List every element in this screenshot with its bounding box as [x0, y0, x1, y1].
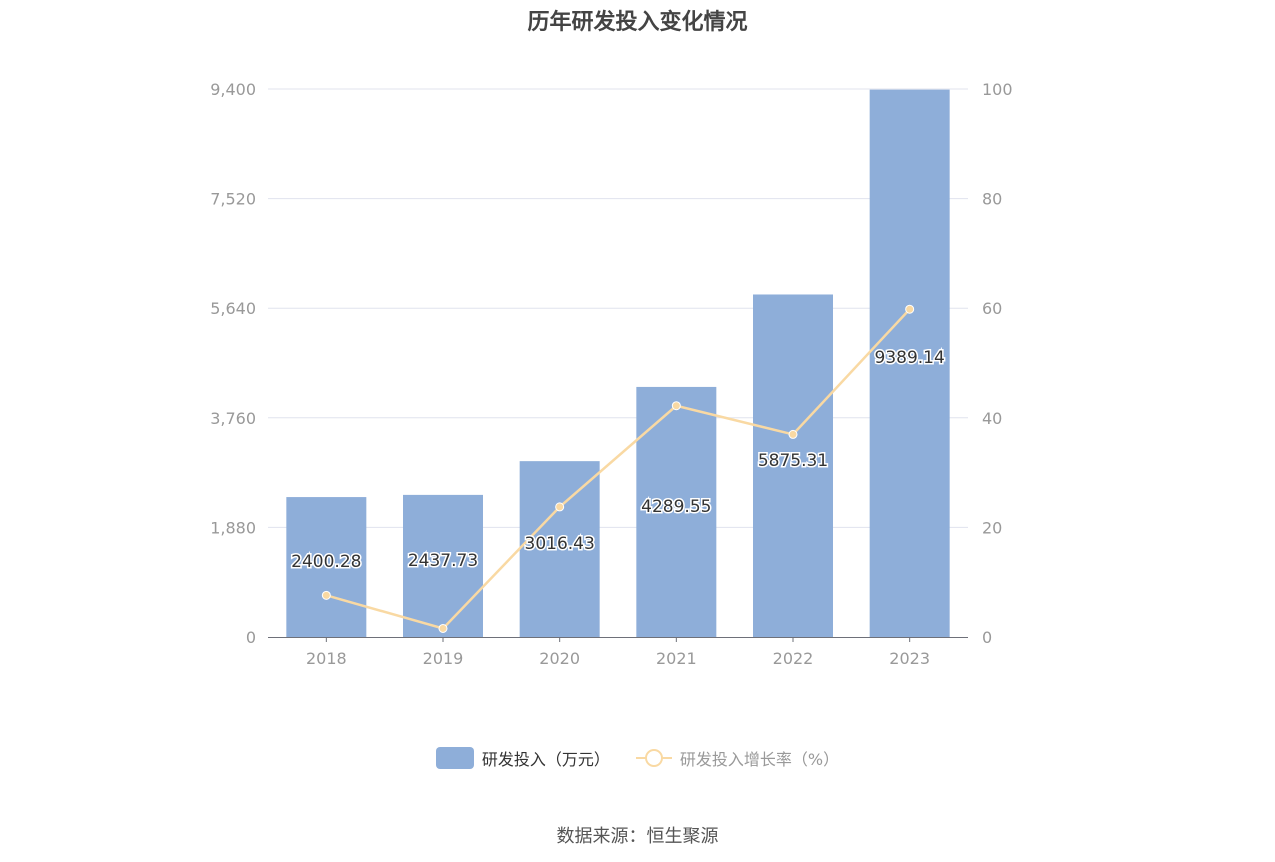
- left-y-tick-label: 7,520: [210, 190, 256, 209]
- legend-item-bar[interactable]: 研发投入（万元）: [435, 746, 610, 770]
- left-y-tick-label: 1,880: [210, 518, 256, 537]
- chart-title: 历年研发投入变化情况: [527, 10, 748, 35]
- x-tick-label: 2020: [539, 649, 580, 668]
- right-y-axis: 0 20 40 60 80 100: [982, 80, 1013, 647]
- x-tick-label: 2022: [773, 649, 814, 668]
- bar-value-label: 5875.31: [758, 451, 828, 471]
- growth-point: [905, 304, 915, 314]
- bar-value-label: 2400.28: [291, 552, 361, 572]
- bar-value-label: 3016.43: [525, 534, 595, 554]
- legend-bar-label: 研发投入（万元）: [481, 750, 610, 769]
- legend: 研发投入（万元） 研发投入增长率（%）: [0, 746, 1275, 770]
- x-tick-label: 2021: [656, 649, 697, 668]
- source-note: 数据来源：恒生聚源: [556, 826, 719, 847]
- growth-point: [555, 502, 565, 512]
- right-y-tick-label: 60: [982, 299, 1002, 318]
- legend-bar-swatch: [435, 747, 474, 769]
- legend-item-line[interactable]: 研发投入增长率（%）: [635, 746, 840, 770]
- bar-series: [286, 89, 950, 637]
- bar: [753, 294, 833, 637]
- legend-line-swatch: [635, 747, 672, 769]
- bar: [403, 494, 483, 637]
- bar-data-labels: 2400.28 2437.73 3016.43 4289.55 5875.31 9389.…: [290, 347, 947, 574]
- right-y-tick-label: 80: [982, 190, 1002, 209]
- bar: [286, 497, 367, 637]
- grid-lines: [268, 88, 968, 528]
- bar: [869, 89, 950, 637]
- bar-value-label: 9389.14: [875, 348, 945, 368]
- x-tick-label: 2019: [423, 649, 464, 668]
- right-y-tick-label: 40: [982, 409, 1002, 428]
- left-y-tick-label: 3,760: [210, 409, 256, 428]
- right-y-tick-label: 0: [982, 628, 992, 647]
- left-y-tick-label: 0: [246, 628, 256, 647]
- right-y-tick-label: 20: [982, 518, 1002, 537]
- growth-line: [325, 308, 911, 630]
- left-y-tick-label: 5,640: [210, 299, 256, 318]
- x-tick-label: 2023: [889, 649, 930, 668]
- bar-value-label: 2437.73: [408, 551, 478, 571]
- left-y-axis: 0 1,880 3,760 5,640 7,520 9,400: [210, 80, 256, 647]
- right-y-tick-label: 100: [982, 80, 1013, 99]
- growth-point: [788, 429, 798, 439]
- left-y-tick-label: 9,400: [210, 80, 256, 99]
- growth-point: [671, 401, 681, 411]
- line-series: [321, 304, 915, 633]
- growth-point: [438, 623, 448, 633]
- legend-line-label: 研发投入增长率（%）: [679, 750, 840, 769]
- bar-value-label: 4289.55: [641, 497, 711, 517]
- bar: [519, 461, 600, 637]
- x-axis: 2018 2019 2020 2021 2022 2023: [268, 637, 968, 668]
- growth-point: [321, 590, 331, 600]
- x-tick-label: 2018: [306, 649, 347, 668]
